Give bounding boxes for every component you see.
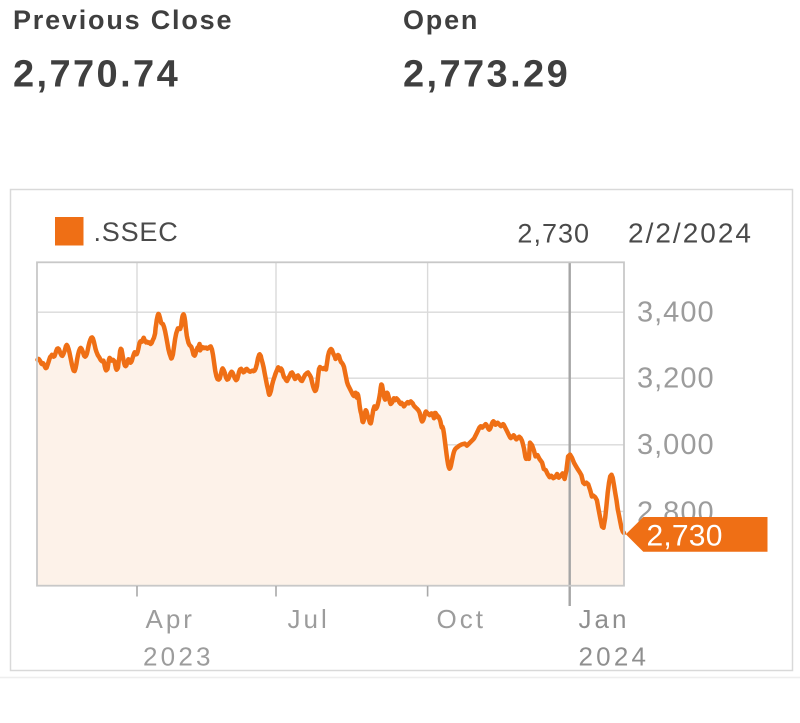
svg-text:2023: 2023 [143,642,214,672]
svg-text:3,200: 3,200 [637,362,715,394]
svg-text:2024: 2024 [579,642,650,672]
svg-text:2,773.29: 2,773.29 [403,54,570,96]
svg-text:Apr: Apr [146,604,195,634]
svg-text:Open: Open [403,5,479,35]
svg-text:Previous Close: Previous Close [13,5,233,35]
svg-text:Jan: Jan [579,604,630,634]
svg-text:2,730: 2,730 [517,219,590,249]
svg-text:2/2/2024: 2/2/2024 [628,218,753,249]
svg-text:2,770.74: 2,770.74 [13,54,180,96]
svg-text:2,730: 2,730 [647,520,723,553]
svg-text:Oct: Oct [437,604,486,634]
svg-text:3,000: 3,000 [637,429,715,461]
svg-text:Jul: Jul [288,604,330,634]
svg-text:3,400: 3,400 [637,296,715,328]
svg-text:.SSEC: .SSEC [94,217,179,247]
